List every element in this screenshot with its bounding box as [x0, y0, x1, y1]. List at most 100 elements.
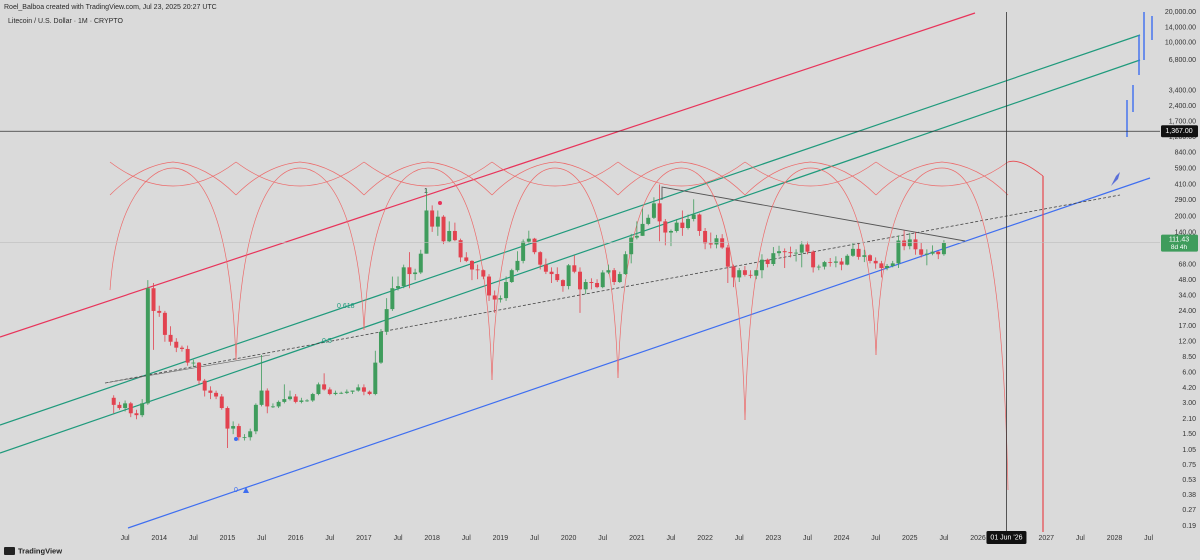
y-tick-label: 0.53	[1182, 477, 1196, 484]
candle-body	[344, 391, 349, 393]
candle-body	[634, 235, 639, 238]
drawings: 1 0.618 0.5 0	[0, 12, 1153, 532]
candle-body	[225, 408, 230, 429]
candle-body	[777, 251, 782, 254]
candle-body	[759, 259, 764, 271]
candle-body	[117, 404, 122, 409]
candle-body	[663, 221, 668, 233]
candle-body	[708, 243, 713, 245]
candle-body	[128, 403, 133, 414]
candle-body	[305, 400, 310, 402]
median-line	[104, 194, 1121, 384]
candle-body	[333, 392, 338, 395]
x-tick-label: 2018	[424, 535, 440, 542]
candle-body	[288, 396, 292, 400]
rocket-icon	[1111, 172, 1120, 186]
y-tick-label: 12.00	[1178, 339, 1196, 346]
cycle-arc	[1007, 160, 1044, 177]
candle-body	[799, 244, 804, 253]
candle-body	[896, 240, 901, 264]
countdown: 8d 4h	[1171, 244, 1188, 251]
y-tick-label: 20,000.00	[1165, 9, 1196, 16]
candle-body	[469, 260, 474, 270]
y-tick-label: 840.00	[1175, 150, 1197, 157]
y-tick-label: 1,700.00	[1169, 118, 1196, 125]
crosshair-x-box	[986, 531, 1027, 544]
candle-body	[924, 253, 929, 255]
crosshair-y-label: 1,367.00	[1165, 128, 1192, 135]
cycle-arc	[363, 167, 493, 381]
candle-body	[248, 431, 253, 438]
candle-body	[555, 274, 560, 281]
y-tick-label: 8.50	[1182, 354, 1196, 361]
logo	[4, 547, 15, 555]
candle-body	[327, 389, 332, 395]
x-tick-label: 2015	[220, 535, 236, 542]
candle-body	[515, 260, 520, 271]
cycle-arc	[109, 161, 237, 187]
candle-body	[350, 390, 355, 392]
candle-body	[788, 252, 793, 254]
cycle-arc	[491, 161, 619, 187]
candle-body	[464, 257, 469, 261]
cycle-arc	[744, 167, 877, 421]
candle-body	[430, 210, 435, 227]
y-tick-label: 1.50	[1182, 431, 1196, 438]
candle-body	[771, 253, 776, 264]
candle-body	[191, 362, 196, 364]
y-tick-label: 0.75	[1182, 462, 1196, 469]
candle-body	[612, 270, 617, 283]
footer: TradingView	[4, 546, 62, 555]
cycle-arc	[744, 161, 877, 187]
candle-body	[424, 210, 429, 254]
marker	[234, 437, 238, 441]
candle-body	[538, 252, 543, 265]
candle-body	[754, 270, 759, 276]
cycle-arc	[235, 161, 365, 187]
x-tick-label: Jul	[530, 535, 539, 542]
y-tick-label: 3,400.00	[1169, 88, 1196, 95]
candle-body	[458, 240, 463, 258]
fib-label: 0.5	[322, 338, 332, 345]
candle-body	[902, 240, 907, 247]
fib-label: 1	[424, 188, 428, 195]
fib-label: 0.618	[337, 303, 355, 310]
price-label: 111.43	[1169, 237, 1189, 244]
candle-body	[674, 222, 679, 231]
y-tick-label: 3.00	[1182, 400, 1196, 407]
x-tick-label: 2021	[629, 535, 645, 542]
candle-body	[606, 270, 611, 273]
x-tick-label: 2016	[288, 535, 304, 542]
x-tick-label: Jul	[325, 535, 334, 542]
candle-body	[742, 270, 747, 275]
candle-body	[930, 251, 935, 254]
candle-body	[179, 347, 184, 349]
x-tick-label: Jul	[598, 535, 607, 542]
y-tick-label: 0.19	[1182, 523, 1196, 530]
x-tick-label: Jul	[803, 535, 812, 542]
y-tick-label: 140.00	[1175, 229, 1197, 236]
y-tick-label: 200.00	[1175, 214, 1197, 221]
candle-body	[293, 396, 298, 402]
candle-body	[697, 214, 702, 231]
support-line	[127, 177, 1151, 529]
x-tick-label: Jul	[121, 535, 130, 542]
candle-body	[828, 262, 833, 263]
candle-body	[856, 248, 861, 257]
x-tick-label: Jul	[735, 535, 744, 542]
candle-body	[145, 288, 150, 404]
candle-body	[657, 203, 662, 222]
candle-body	[714, 238, 719, 245]
y-tick-label: 1.05	[1182, 447, 1196, 454]
candle-body	[805, 244, 810, 252]
candle-body	[339, 392, 344, 394]
projection	[1126, 12, 1153, 137]
price-label-box	[1161, 234, 1198, 252]
candle-body	[504, 282, 509, 299]
y-tick-label: 2,400.00	[1169, 103, 1196, 110]
x-tick-label: Jul	[667, 535, 676, 542]
candle-body	[236, 426, 241, 438]
candle-body	[885, 265, 890, 269]
cycle-arc	[491, 167, 619, 381]
